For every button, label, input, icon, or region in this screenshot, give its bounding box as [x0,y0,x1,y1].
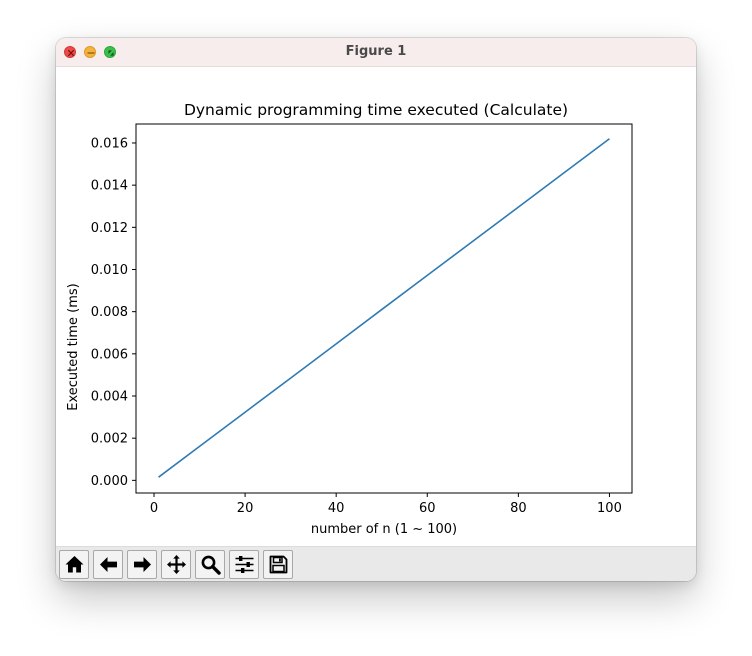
close-icon [68,50,74,56]
back-arrow-icon [100,557,117,572]
pan-button[interactable] [161,550,191,579]
fullscreen-icon [108,50,114,56]
y-axis-label: Executed time (ms) [66,283,81,410]
pan-move-icon [167,555,186,574]
forward-arrow-icon [134,557,151,572]
back-button[interactable] [93,550,123,579]
chart-title: Dynamic programming time executed (Calcu… [184,101,568,119]
forward-button[interactable] [127,550,157,579]
minimize-icon [87,52,95,54]
x-tick-label: 20 [237,501,254,516]
x-tick-label: 40 [328,501,345,516]
y-tick-label: 0.014 [91,179,128,194]
x-tick-label: 60 [419,501,436,516]
save-disk-icon [269,555,288,574]
y-tick-label: 0.010 [91,263,128,278]
zoom-magnifier-icon [201,555,221,575]
title-bar: Figure 1 [56,38,696,67]
y-tick-label: 0.016 [91,136,128,151]
y-tick-label: 0.002 [91,432,128,447]
y-tick-label: 0.012 [91,221,128,236]
y-tick-label: 0.004 [91,390,128,405]
x-tick-label: 100 [597,501,622,516]
save-button[interactable] [263,550,293,579]
series-line [158,138,610,478]
close-window-button[interactable] [64,46,76,58]
configure-subplots-button[interactable] [229,550,259,579]
x-axis-label: number of n (1 ~ 100) [311,522,457,537]
x-tick-label: 0 [150,501,158,516]
configure-subplots-icon [235,556,254,573]
home-icon [65,556,84,573]
plot-area: 0 20 40 60 80 100 0.000 0.002 0.004 0.006 0.008 0.0… [91,123,633,516]
line-chart: Dynamic programming time executed (Calcu… [66,101,633,537]
y-tick-label: 0.006 [91,347,128,362]
window-title: Figure 1 [345,44,407,59]
figure-window: Figure 1 Dynamic programming time execut… [56,38,696,581]
y-tick-label: 0.000 [91,474,128,489]
figure-canvas[interactable]: Dynamic programming time executed (Calcu… [56,67,696,546]
zoom-window-button[interactable] [104,46,116,58]
y-tick-label: 0.008 [91,305,128,320]
navigation-toolbar [56,546,696,581]
x-tick-label: 80 [510,501,527,516]
zoom-button[interactable] [195,550,225,579]
home-button[interactable] [59,550,89,579]
minimize-window-button[interactable] [84,46,96,58]
